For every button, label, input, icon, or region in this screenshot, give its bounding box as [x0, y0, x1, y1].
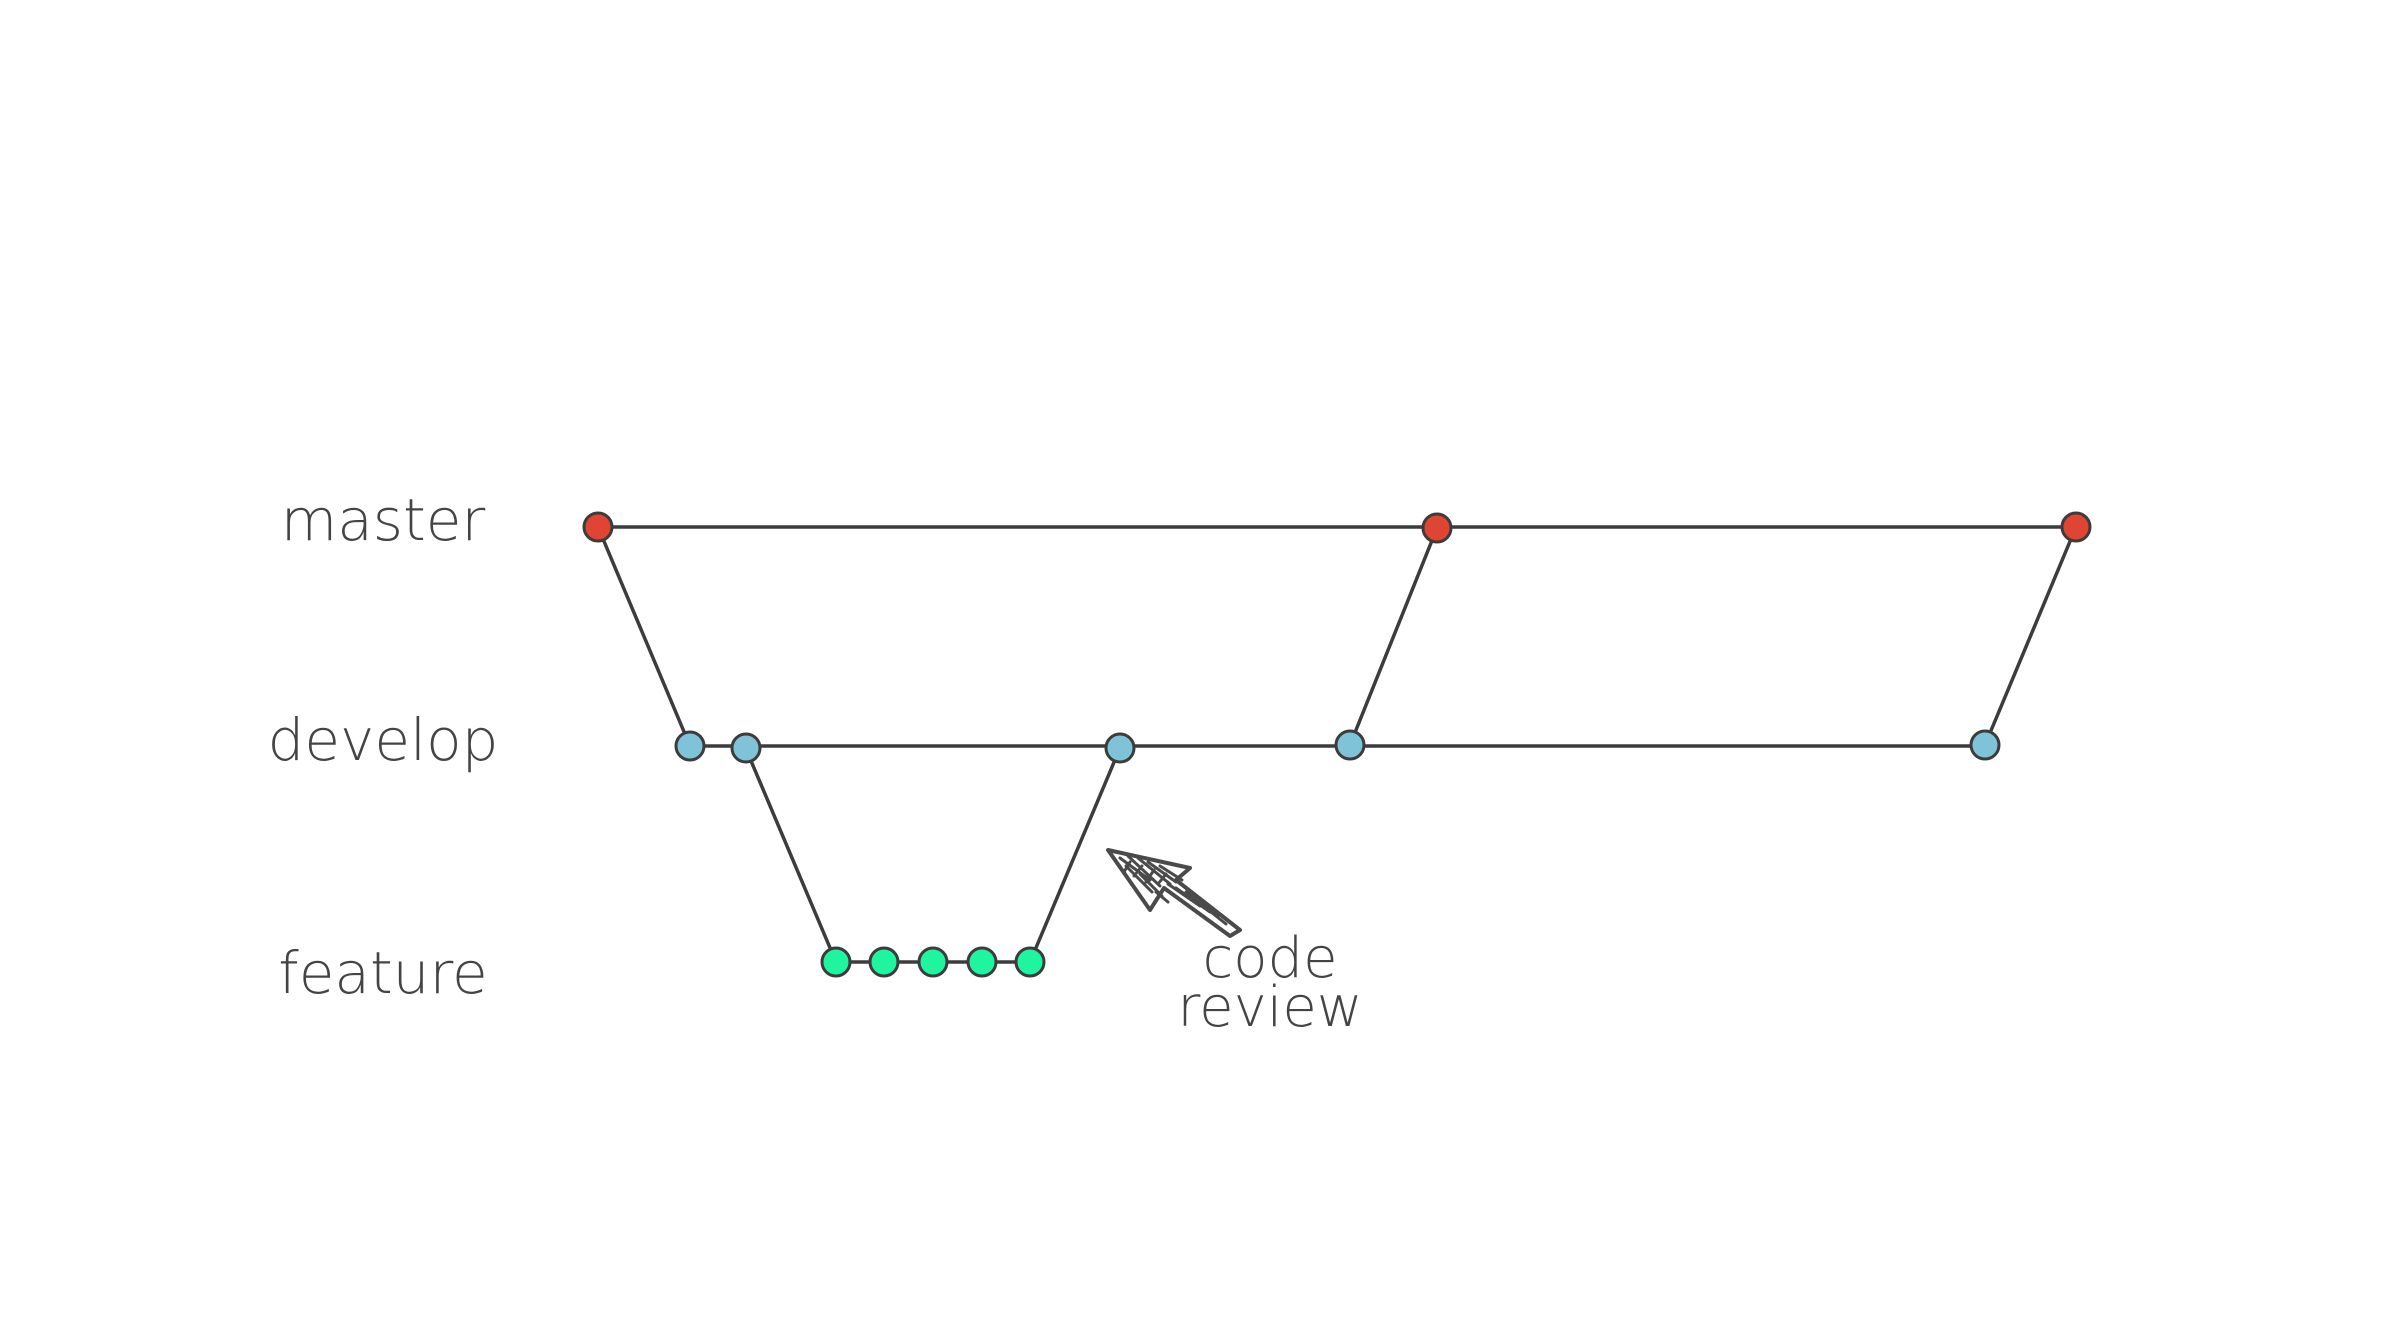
commit-node [1334, 729, 1366, 761]
commit-node [1421, 512, 1453, 544]
commit-node [966, 946, 998, 978]
annotation-review: review [1177, 975, 1362, 1040]
commit-node [1014, 946, 1046, 978]
develop-to-feature-branch [744, 748, 838, 963]
commit-node [2060, 511, 2092, 543]
branch-label-master: master [281, 486, 486, 554]
branch-label-feature: feature [278, 939, 487, 1007]
commit-node [820, 946, 852, 978]
branch-label-develop: develop [268, 706, 499, 774]
master-commits [582, 511, 2092, 544]
feature-to-develop-merge [1028, 747, 1122, 963]
annotation-code: code [1202, 926, 1337, 991]
develop-commits [674, 729, 2001, 764]
commit-node [868, 946, 900, 978]
commit-node [582, 511, 614, 543]
develop-to-master-merge-1 [1348, 527, 1439, 746]
commit-node [1969, 729, 2001, 761]
commit-node [730, 732, 762, 764]
master-to-develop-branch [596, 526, 692, 747]
feature-commits [820, 946, 1046, 978]
develop-to-master-merge-2 [1983, 526, 2078, 746]
branch-connections [596, 525, 2080, 964]
hand-drawn-arrow-icon [1106, 848, 1242, 938]
commit-node [1104, 732, 1136, 764]
commit-node [674, 730, 706, 762]
commit-node [917, 946, 949, 978]
